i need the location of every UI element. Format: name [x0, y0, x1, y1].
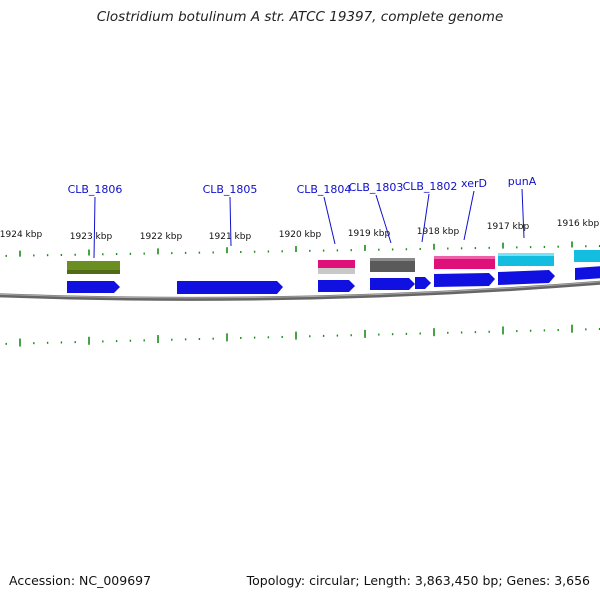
- gene-label-clb-1805[interactable]: CLB_1805: [203, 183, 258, 196]
- gene-puna-highlight: [498, 253, 554, 256]
- gene-clb-1806-shade: [67, 270, 120, 274]
- gene-puna[interactable]: [498, 253, 554, 266]
- cds-arrow-xerd[interactable]: [434, 273, 495, 287]
- label-leader: [463, 190, 475, 241]
- tick-track-inner: [5, 324, 600, 347]
- label-leader: [229, 196, 232, 247]
- gene-label-clb-1806[interactable]: CLB_1806: [68, 183, 123, 196]
- cds-arrow-partial[interactable]: [575, 266, 600, 280]
- scale-label: 1917 kbp: [487, 222, 530, 232]
- gene-label-puna[interactable]: punA: [508, 175, 537, 188]
- scale-labels: 1924 kbp 1923 kbp 1922 kbp 1921 kbp 1920 kbp…: [0, 219, 599, 242]
- cds-arrow-clb-1805[interactable]: [177, 281, 283, 294]
- cds-arrow-clb-1806[interactable]: [67, 281, 120, 293]
- label-leader: [93, 196, 96, 259]
- gene-label-clb-1803[interactable]: CLB_1803: [349, 181, 404, 194]
- scale-label: 1918 kbp: [417, 227, 460, 237]
- tick-track-outer: [5, 241, 600, 257]
- scale-label: 1921 kbp: [209, 232, 252, 242]
- cds-arrow-clb-1802[interactable]: [415, 277, 431, 289]
- gene-label-clb-1802[interactable]: CLB_1802: [403, 180, 458, 193]
- genome-backbone-highlight: [0, 281, 600, 299]
- cds-arrow-clb-1803[interactable]: [370, 278, 415, 290]
- gene-label-xerd[interactable]: xerD: [461, 177, 487, 190]
- scale-label: 1924 kbp: [0, 230, 42, 240]
- gene-clb-1803-highlight: [370, 258, 415, 261]
- gene-track: [67, 250, 600, 274]
- accession-text: Accession: NC_009697: [9, 573, 152, 588]
- scale-label: 1923 kbp: [70, 232, 113, 242]
- genome-backbone: [0, 280, 600, 301]
- scale-label: 1920 kbp: [279, 230, 322, 240]
- cds-arrow-puna[interactable]: [498, 270, 555, 285]
- label-leader: [323, 196, 336, 245]
- cds-track: [67, 266, 600, 294]
- label-leader: [521, 188, 525, 239]
- gene-clb-1804-shade: [318, 268, 355, 274]
- label-leader: [421, 193, 430, 243]
- label-leader: [375, 194, 392, 244]
- gene-partial[interactable]: [574, 250, 600, 262]
- gene-clb-1804[interactable]: [318, 260, 355, 268]
- scale-label: 1916 kbp: [557, 219, 600, 229]
- map-title: Clostridium botulinum A str. ATCC 19397,…: [96, 9, 504, 25]
- summary-text: Topology: circular; Length: 3,863,450 bp…: [246, 573, 590, 588]
- scale-label: 1922 kbp: [140, 232, 183, 242]
- gene-label-layer: CLB_1806 CLB_1805 CLB_1804 CLB_1803 CLB_…: [68, 175, 537, 259]
- gene-xerd[interactable]: [434, 256, 495, 269]
- gene-xerd-highlight: [434, 256, 495, 259]
- gene-clb-1803[interactable]: [370, 258, 415, 272]
- cds-arrow-clb-1804[interactable]: [318, 280, 355, 292]
- scale-label: 1919 kbp: [348, 229, 391, 239]
- gene-label-clb-1804[interactable]: CLB_1804: [297, 183, 352, 196]
